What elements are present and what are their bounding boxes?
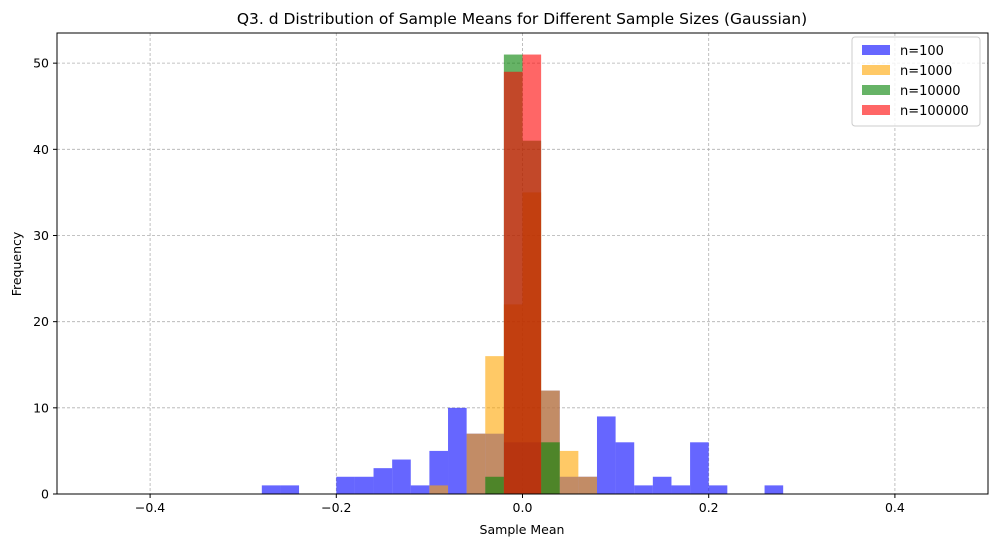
x-tick-label: 0.2 bbox=[699, 500, 719, 515]
histogram-bar bbox=[261, 485, 281, 494]
histogram-bar bbox=[392, 459, 411, 494]
histogram-bar bbox=[448, 407, 467, 494]
x-tick-label: 0.0 bbox=[513, 500, 533, 515]
legend-swatch bbox=[862, 45, 890, 55]
histogram-bar bbox=[578, 476, 597, 494]
x-tick-layer: −0.4 −0.2 0.0 0.2 0.4 bbox=[135, 494, 905, 515]
histogram-bar bbox=[559, 450, 579, 494]
y-tick-label: 0 bbox=[41, 487, 49, 502]
histogram-bar bbox=[596, 416, 616, 494]
y-axis-label: Frequency bbox=[9, 231, 24, 296]
histogram-bar bbox=[522, 54, 542, 495]
legend-label: n=100 bbox=[900, 44, 944, 59]
legend-label: n=10000 bbox=[900, 84, 961, 99]
histogram-bar bbox=[652, 476, 672, 494]
legend-label: n=100000 bbox=[900, 104, 969, 119]
y-tick-label: 50 bbox=[33, 56, 49, 71]
x-tick-label: −0.2 bbox=[321, 500, 351, 515]
y-tick-label: 10 bbox=[33, 400, 49, 415]
histogram-bar bbox=[764, 485, 784, 494]
legend-label: n=1000 bbox=[900, 64, 952, 79]
histogram-bar bbox=[485, 476, 504, 494]
histogram-bar bbox=[410, 485, 430, 494]
y-tick-label: 40 bbox=[33, 142, 49, 157]
histogram-bar bbox=[671, 485, 691, 494]
histogram-bar bbox=[336, 476, 355, 494]
x-tick-label: −0.4 bbox=[135, 500, 165, 515]
legend-swatch bbox=[862, 105, 890, 115]
series-n=100000 bbox=[503, 54, 542, 495]
histogram-bar bbox=[280, 485, 300, 494]
histogram-bar bbox=[354, 476, 374, 494]
y-tick-layer: 0 10 20 30 40 50 bbox=[33, 56, 57, 502]
histogram-bar bbox=[615, 442, 635, 494]
chart-title: Q3. d Distribution of Sample Means for D… bbox=[237, 10, 807, 28]
histogram-bar bbox=[708, 485, 728, 494]
x-tick-label: 0.4 bbox=[885, 500, 905, 515]
legend-box bbox=[851, 36, 981, 127]
bars-layer bbox=[261, 54, 784, 495]
histogram-bar bbox=[485, 356, 504, 494]
histogram-bar bbox=[503, 71, 523, 495]
legend-swatch bbox=[862, 65, 890, 75]
histogram-bar bbox=[429, 450, 449, 494]
histogram-bar bbox=[373, 468, 393, 494]
x-axis-label: Sample Mean bbox=[480, 522, 565, 537]
histogram-bar bbox=[634, 485, 653, 494]
legend: n=100 n=1000 n=10000 n=100000 bbox=[851, 36, 981, 127]
legend-swatch bbox=[862, 85, 890, 95]
histogram-bar bbox=[466, 433, 486, 494]
histogram-bar bbox=[429, 485, 449, 494]
y-tick-label: 20 bbox=[33, 314, 49, 329]
y-tick-label: 30 bbox=[33, 228, 49, 243]
histogram-bar bbox=[541, 442, 560, 494]
histogram-bar bbox=[690, 442, 709, 494]
